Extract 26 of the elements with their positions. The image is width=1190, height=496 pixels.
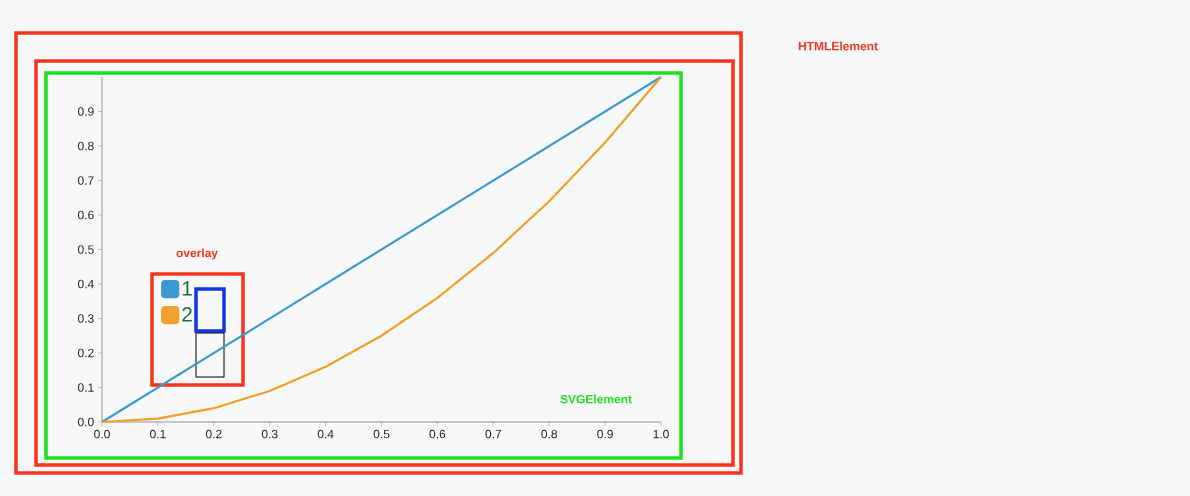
- y-tick-label: 0.1: [78, 383, 94, 392]
- y-tick-label: 0.5: [78, 245, 94, 254]
- annotation: overlay: [176, 248, 218, 260]
- legend-label: 2: [182, 307, 192, 322]
- x-tick-label: 0.2: [205, 429, 222, 439]
- x-tick-label: 1.0: [653, 429, 669, 439]
- x-tick-label: 0.1: [150, 429, 166, 439]
- x-tick-label: 0.0: [94, 429, 110, 439]
- legend-label: 1: [182, 281, 192, 296]
- x-tick-label: 0.9: [597, 429, 613, 439]
- text: HTMLElement: [798, 41, 878, 51]
- y-tick-label: 0.2: [78, 348, 94, 358]
- x-tick-label: 0.8: [541, 429, 558, 439]
- x-tick-label: 0.6: [429, 429, 446, 439]
- y-tick-label: 0.7: [78, 176, 94, 185]
- y-tick-label: 0.9: [78, 107, 94, 116]
- y-tick-label: 0.0: [78, 417, 94, 427]
- x-tick-label: 0.7: [485, 429, 502, 439]
- y-tick-label: 0.4: [78, 279, 94, 289]
- y-tick-label: 0.3: [78, 314, 94, 323]
- y-tick-label: 0.6: [78, 210, 94, 220]
- x-tick-label: 0.5: [373, 429, 390, 439]
- x-tick-label: 0.4: [317, 429, 334, 439]
- annotation: SVGElement: [560, 394, 632, 404]
- x-tick-label: 0.3: [261, 429, 278, 439]
- y-tick-label: 0.8: [78, 141, 94, 151]
